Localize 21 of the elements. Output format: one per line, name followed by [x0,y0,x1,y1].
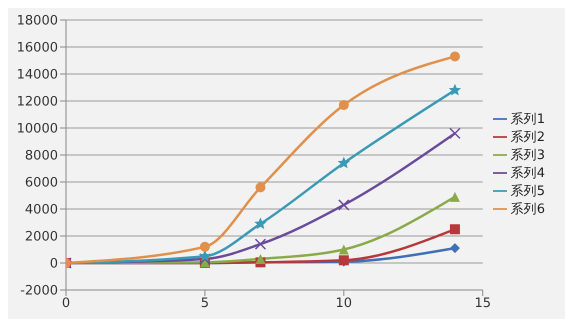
x-tick-label: 5 [200,296,210,312]
y-tick-label: 0 [50,256,58,272]
y-tick-label: 14000 [16,68,58,83]
y-tick-label: 6000 [24,176,58,191]
x-tick-label: 10 [336,296,352,312]
x-tick-label: 15 [474,296,491,312]
y-tick-label: 18000 [16,14,58,29]
y-tick-label: 2000 [24,230,58,245]
y-tick-label: 16000 [16,40,58,56]
y-tick-label: 12000 [16,94,58,110]
legend-label: 系列6 [510,202,545,216]
legend-label: 系列5 [510,184,545,198]
legend-label: 系列2 [510,130,545,144]
x-tick-label: 0 [62,296,70,312]
legend-label: 系列1 [510,112,545,126]
legend-label: 系列4 [510,166,545,180]
y-tick-label: -2000 [20,284,58,299]
y-tick-label: 8000 [24,148,58,164]
y-tick-label: 10000 [16,122,58,137]
y-tick-label: 4000 [24,202,58,218]
legend-label: 系列3 [510,148,545,162]
